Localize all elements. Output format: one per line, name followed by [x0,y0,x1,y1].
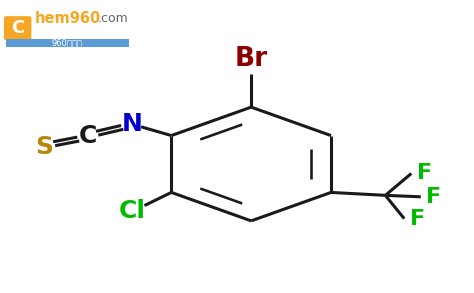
Text: C: C [79,124,97,148]
Text: F: F [427,187,442,207]
Text: Cl: Cl [118,199,146,223]
Text: C: C [11,19,24,37]
FancyBboxPatch shape [6,39,129,47]
Text: 960化工网: 960化工网 [51,38,82,47]
Text: Br: Br [235,46,268,72]
Text: S: S [35,135,53,159]
Text: .com: .com [98,12,128,25]
Text: F: F [410,209,425,229]
FancyBboxPatch shape [4,16,31,40]
Text: hem960: hem960 [35,11,101,26]
Text: F: F [417,163,432,183]
Text: N: N [122,112,143,136]
